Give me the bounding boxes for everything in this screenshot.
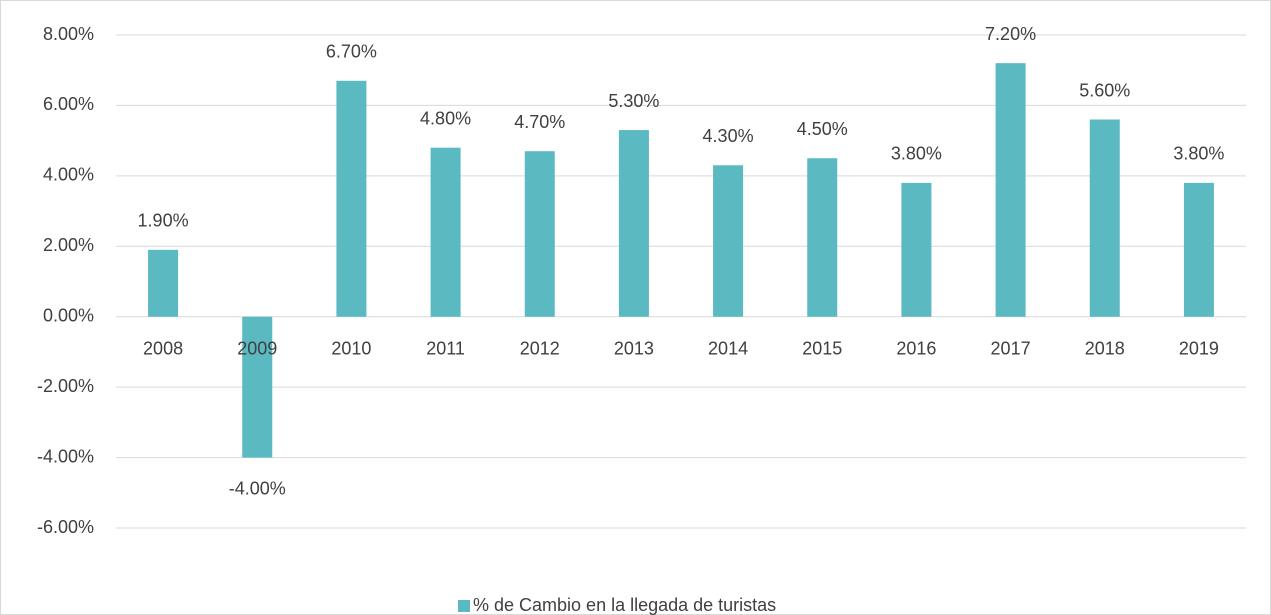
y-tick-label: 8.00% (43, 24, 94, 44)
y-tick-label: 0.00% (43, 305, 94, 325)
bar (713, 165, 744, 317)
x-tick-label: 2010 (331, 338, 371, 358)
x-tick-label: 2018 (1085, 338, 1125, 358)
bar (901, 182, 932, 317)
bar (995, 63, 1026, 317)
data-label: 3.80% (1173, 144, 1224, 164)
y-tick-label: -4.00% (37, 446, 94, 466)
legend-swatch (458, 600, 470, 612)
bar (336, 80, 367, 317)
bar (242, 316, 273, 458)
data-label: 5.30% (608, 91, 659, 111)
y-tick-label: 2.00% (43, 235, 94, 255)
data-label: 4.70% (514, 112, 565, 132)
x-tick-label: 2009 (237, 338, 277, 358)
legend-label: % de Cambio en la llegada de turistas (473, 595, 776, 615)
x-tick-label: 2016 (896, 338, 936, 358)
data-label: 3.80% (891, 144, 942, 164)
bar (1089, 119, 1120, 317)
y-tick-label: 6.00% (43, 94, 94, 114)
data-label: -4.00% (229, 478, 286, 498)
x-tick-label: 2012 (520, 338, 560, 358)
bar (1183, 182, 1214, 317)
data-label: 4.80% (420, 108, 471, 128)
data-label: 7.20% (985, 24, 1036, 44)
bar (524, 151, 555, 317)
x-tick-label: 2014 (708, 338, 748, 358)
bar (618, 130, 649, 317)
bar (430, 147, 461, 317)
bar (807, 158, 838, 317)
y-tick-label: -2.00% (37, 376, 94, 396)
x-tick-label: 2008 (143, 338, 183, 358)
data-label: 5.60% (1079, 80, 1130, 100)
data-label: 4.30% (703, 126, 754, 146)
bar (148, 249, 179, 317)
x-tick-label: 2017 (991, 338, 1031, 358)
x-tick-label: 2019 (1179, 338, 1219, 358)
data-label: 1.90% (138, 211, 189, 231)
y-tick-label: 4.00% (43, 165, 94, 185)
x-tick-label: 2015 (802, 338, 842, 358)
x-tick-label: 2011 (426, 338, 465, 358)
data-label: 4.50% (797, 119, 848, 139)
y-tick-label: -6.00% (37, 517, 94, 537)
data-label: 6.70% (326, 42, 377, 62)
x-tick-label: 2013 (614, 338, 654, 358)
